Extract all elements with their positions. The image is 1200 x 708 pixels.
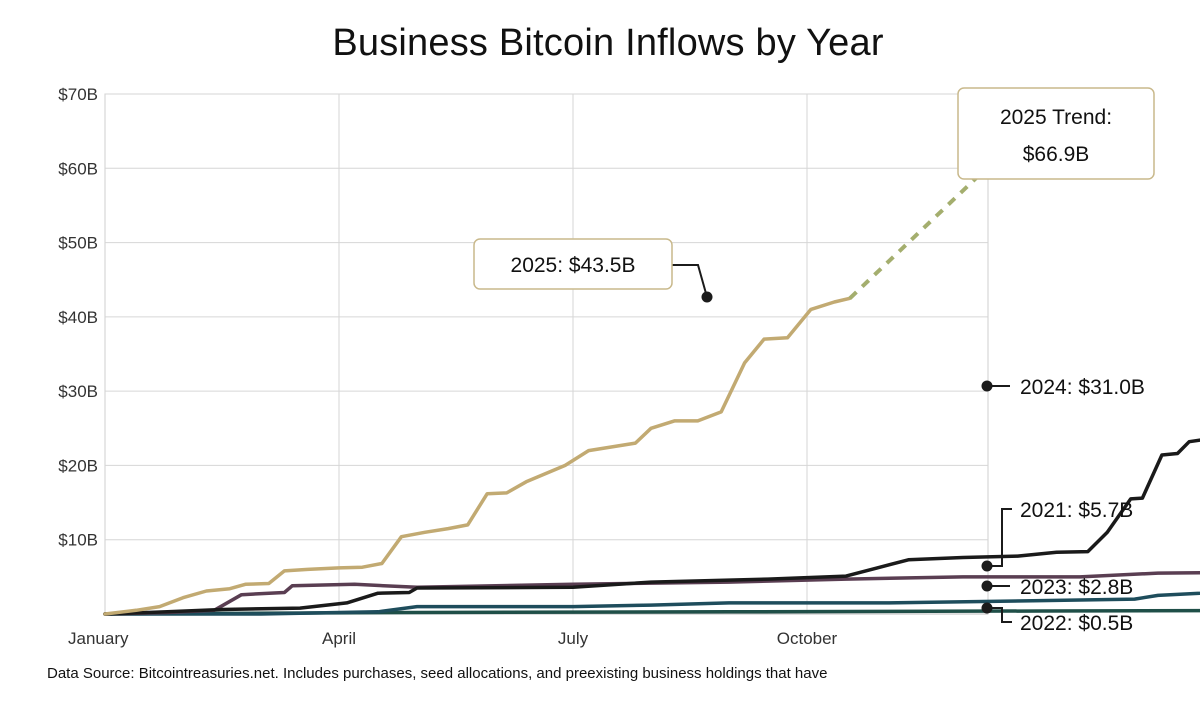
series-line-2024 — [103, 438, 1200, 616]
series-line-2025 — [103, 296, 852, 616]
y-tick-label: $10B — [58, 531, 98, 550]
x-tick-label: October — [777, 629, 838, 648]
grid — [104, 93, 989, 615]
leader-2022 — [987, 607, 1012, 623]
leader-2021 — [987, 508, 1012, 567]
end-label-2023: 2023: $2.8B — [1020, 576, 1133, 599]
y-tick-label: $30B — [58, 382, 98, 401]
series-line-2023 — [103, 591, 1200, 616]
series-line-2025-trend — [848, 148, 1008, 300]
leader-2025 — [672, 264, 708, 298]
plot-frame — [104, 93, 989, 615]
series-layer — [103, 148, 1200, 616]
callout-text-trend-label: 2025 Trend: — [1000, 106, 1112, 129]
y-tick-label: $70B — [58, 85, 98, 104]
y-tick-label: $20B — [58, 456, 98, 475]
y-tick-label: $50B — [58, 234, 98, 253]
end-label-2021: 2021: $5.7B — [1020, 499, 1133, 522]
x-tick-label: July — [558, 629, 589, 648]
annotations: 2024: $31.0B 2021: $5.7B 2023: $2.8B 2022: … — [473, 87, 1155, 635]
chart-title: Business Bitcoin Inflows by Year — [332, 22, 884, 64]
data-source-footnote: Data Source: Bitcointreasuries.net. Incl… — [47, 665, 828, 682]
y-tick-label: $60B — [58, 159, 98, 178]
axes: $10B $20B $30B $40B $50B $60B $70B January April… — [58, 85, 988, 648]
callout-text-trend-value: $66.9B — [1023, 143, 1090, 166]
callout-box-trend — [957, 87, 1155, 180]
y-tick-label: $40B — [58, 308, 98, 327]
x-tick-label: January — [68, 629, 129, 648]
end-label-2022: 2022: $0.5B — [1020, 612, 1133, 635]
callout-text-2025: 2025: $43.5B — [511, 254, 636, 277]
callout-box-2025 — [473, 238, 673, 290]
end-label-2024: 2024: $31.0B — [1020, 376, 1145, 399]
x-tick-label: April — [322, 629, 356, 648]
